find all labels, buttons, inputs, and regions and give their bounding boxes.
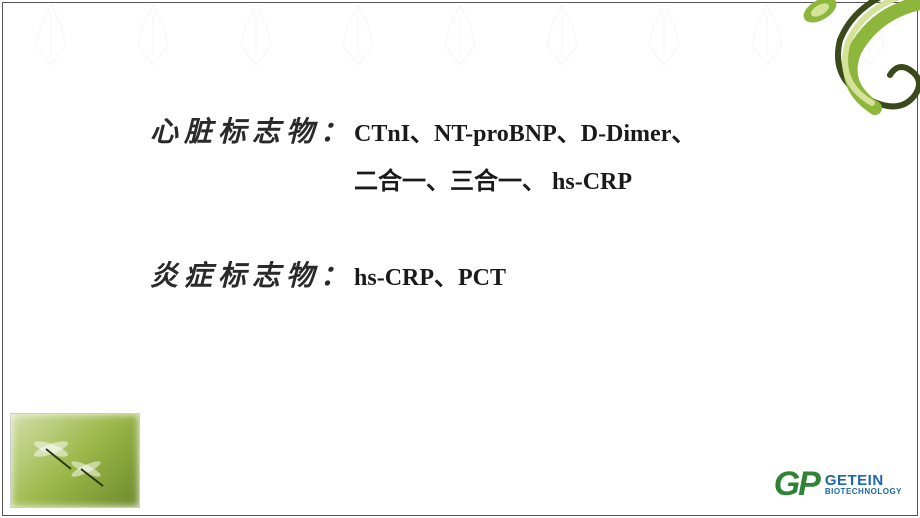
leaf-icon bbox=[31, 5, 71, 65]
logo-line2: BIOTECHNOLOGY bbox=[825, 488, 902, 496]
company-logo: GP GETEIN BIOTECHNOLOGY bbox=[774, 465, 902, 504]
leaf-icon bbox=[644, 5, 684, 65]
dragonfly-icon bbox=[11, 414, 141, 509]
leaf-icon bbox=[236, 5, 276, 65]
logo-text: GETEIN BIOTECHNOLOGY bbox=[825, 474, 902, 496]
decorative-thumbnail bbox=[10, 413, 140, 508]
section-values: CTnI、NT-proBNP、D-Dimer、 二合一、三合一、 hs-CRP bbox=[354, 110, 695, 206]
leaf-icon bbox=[133, 5, 173, 65]
logo-line1: GETEIN bbox=[825, 474, 902, 488]
value-line: CTnI、NT-proBNP、D-Dimer、 bbox=[354, 110, 695, 158]
leaf-icon bbox=[338, 5, 378, 65]
section-label: 心脏标志物： bbox=[150, 110, 354, 150]
value-line: 二合一、三合一、 hs-CRP bbox=[354, 158, 695, 206]
section-inflammation: 炎症标志物： hs-CRP、PCT bbox=[150, 254, 800, 302]
content-area: 心脏标志物： CTnI、NT-proBNP、D-Dimer、 二合一、三合一、 … bbox=[150, 110, 800, 316]
section-values: hs-CRP、PCT bbox=[354, 254, 506, 302]
section-cardiac: 心脏标志物： CTnI、NT-proBNP、D-Dimer、 二合一、三合一、 … bbox=[150, 110, 800, 206]
value-line: hs-CRP、PCT bbox=[354, 254, 506, 302]
logo-mark: GP bbox=[774, 465, 819, 504]
leaf-icon bbox=[542, 5, 582, 65]
leaf-icon bbox=[440, 5, 480, 65]
section-label: 炎症标志物： bbox=[150, 254, 354, 294]
